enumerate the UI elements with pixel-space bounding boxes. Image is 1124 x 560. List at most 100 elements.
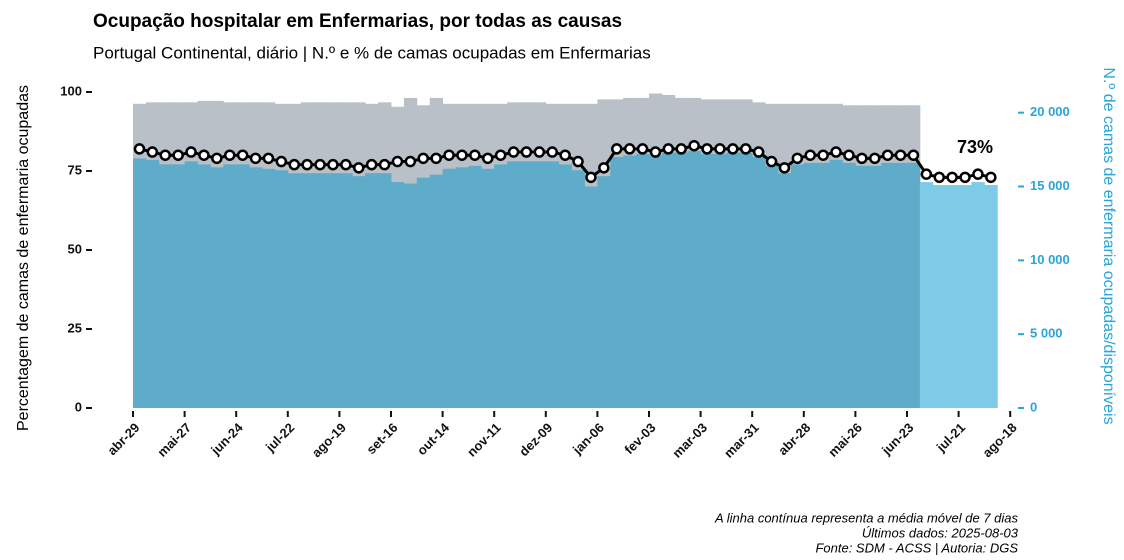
bar	[752, 156, 766, 408]
bar	[571, 170, 585, 408]
point	[159, 149, 171, 161]
bar	[287, 173, 302, 408]
bar	[532, 161, 547, 408]
y-axis-title: Percentagem de camas de enfermaria ocupa…	[15, 85, 32, 431]
bar	[790, 164, 805, 408]
point	[856, 152, 868, 165]
bar	[300, 173, 314, 408]
x-tick-label: set-16	[363, 420, 400, 457]
x-tick-label: mar-31	[721, 420, 762, 461]
bar	[661, 152, 676, 408]
bar	[597, 176, 611, 408]
bar	[558, 164, 572, 408]
note: Últimos dados: 2025-08-03	[862, 525, 1019, 540]
bar	[313, 173, 327, 408]
point	[185, 146, 197, 158]
point	[843, 149, 855, 161]
point	[507, 146, 520, 158]
bar	[171, 164, 185, 408]
point	[520, 146, 533, 158]
x-tick-label: jun-24	[207, 419, 246, 458]
bar	[726, 152, 740, 408]
x-tick-label: mai-26	[825, 420, 865, 460]
point	[262, 152, 275, 165]
point	[198, 149, 210, 161]
point	[378, 158, 391, 171]
point	[765, 155, 778, 168]
point	[146, 146, 159, 158]
x-tick-label: mar-03	[669, 420, 710, 461]
bar	[765, 165, 779, 408]
point	[559, 149, 571, 161]
point	[546, 146, 558, 158]
chart-title: Ocupação hospitalar em Enfermarias, por …	[93, 11, 622, 32]
x-tick-label: jun-23	[878, 420, 916, 458]
x-tick-label: nov-11	[464, 420, 504, 460]
y2-tick-label: 15 000	[1030, 178, 1070, 193]
bar	[391, 182, 405, 408]
point	[972, 168, 984, 180]
point	[894, 149, 907, 161]
x-tick-label: jul-22	[262, 420, 297, 455]
bar	[855, 165, 869, 408]
y-tick-label: 0	[75, 399, 82, 414]
point	[623, 143, 636, 155]
bar	[584, 186, 598, 408]
x-tick-label: ago-19	[309, 420, 349, 460]
bar	[919, 182, 934, 408]
point	[301, 158, 313, 171]
bar	[674, 152, 689, 408]
point	[585, 171, 597, 184]
bar	[649, 155, 663, 408]
point	[236, 149, 249, 161]
bar	[623, 155, 637, 408]
bar	[236, 164, 250, 408]
point	[391, 155, 404, 168]
x-tick-label: mai-27	[154, 420, 194, 460]
point	[804, 149, 816, 161]
point	[740, 143, 752, 155]
bar	[868, 165, 882, 408]
point	[959, 171, 971, 184]
point	[817, 149, 829, 161]
bar	[481, 168, 495, 408]
x-tick-label: dez-09	[516, 420, 555, 459]
point	[572, 155, 584, 168]
x-tick-label: ago-18	[980, 420, 1020, 460]
y-tick-label: 25	[68, 320, 82, 335]
bar	[133, 158, 147, 408]
point	[224, 149, 236, 161]
point	[456, 149, 468, 161]
point	[340, 158, 352, 171]
point	[778, 162, 791, 174]
point	[985, 171, 997, 184]
bar	[894, 162, 908, 408]
point	[172, 149, 184, 161]
x-tick-label: fev-03	[621, 420, 658, 457]
bar	[326, 173, 340, 408]
point	[275, 155, 288, 168]
x-tick-label: abr-28	[775, 420, 813, 458]
point	[482, 152, 494, 165]
y2-axis-title: N.º de camas de enfermaria ocupadas/disp…	[1100, 67, 1117, 424]
bar	[816, 162, 830, 408]
point	[533, 146, 546, 158]
chart-subtitle: Portugal Continental, diário | N.º e % d…	[93, 43, 651, 62]
point	[636, 143, 649, 155]
bar	[984, 185, 998, 408]
point	[920, 168, 933, 180]
point	[752, 146, 765, 158]
bar	[339, 173, 353, 408]
bar	[210, 167, 224, 408]
point	[649, 146, 662, 158]
point	[830, 146, 842, 158]
y2-tick-label: 0	[1030, 399, 1037, 414]
bar	[739, 152, 753, 408]
bar	[881, 162, 895, 408]
bar	[365, 173, 379, 408]
bar	[145, 159, 160, 408]
y2-tick-label: 5 000	[1030, 326, 1063, 341]
point	[494, 149, 507, 161]
bar	[468, 165, 482, 408]
